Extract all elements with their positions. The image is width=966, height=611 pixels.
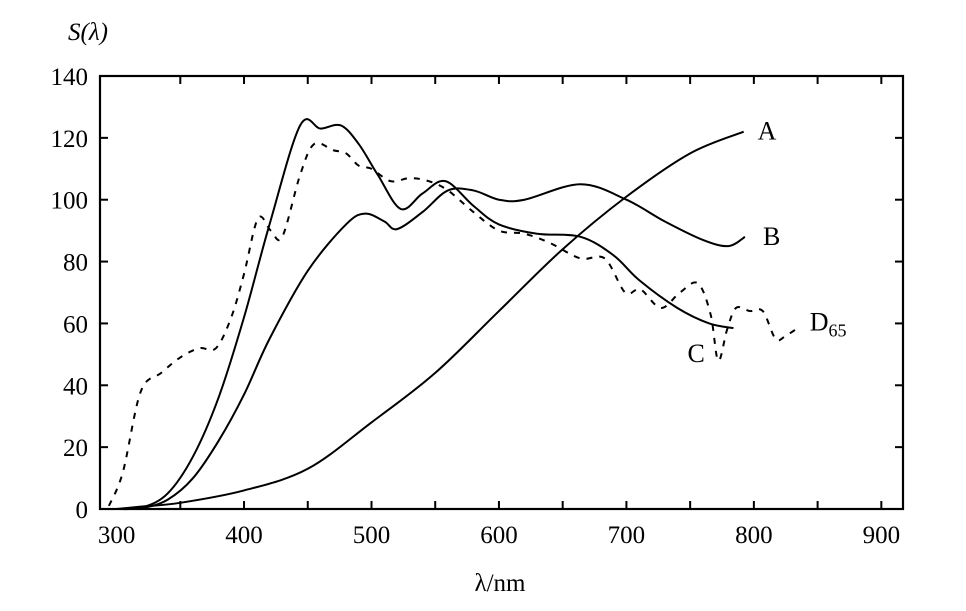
x-tick-label: 900: [863, 522, 901, 549]
y-tick-label: 0: [76, 497, 89, 524]
series-label-subscript: 65: [829, 321, 847, 341]
y-tick-label: 80: [63, 250, 88, 277]
series-label-main: A: [758, 117, 777, 146]
x-tick-label: 600: [480, 522, 518, 549]
y-tick-label: 60: [63, 311, 88, 338]
series-label: B: [763, 222, 780, 251]
series-label-main: C: [687, 339, 704, 368]
x-tick-label: 300: [98, 522, 136, 549]
x-tick-label: 700: [608, 522, 646, 549]
series-label: A: [758, 117, 777, 146]
plot-frame: [98, 74, 905, 511]
y-tick-label: 140: [51, 64, 89, 91]
series-d65-line: [107, 142, 801, 507]
y-tick-label: 120: [51, 126, 89, 153]
series-c-line: [116, 118, 734, 511]
y-axis-title: S(λ): [68, 19, 108, 46]
y-tick-label: 20: [63, 435, 88, 462]
series-label: D65: [810, 308, 847, 341]
y-tick-label: 100: [51, 188, 89, 215]
axis-ticks: 0 20 40 60 80 100 120 140 300 400 500 600 700 800 900: [51, 64, 903, 549]
y-tick-label: 40: [63, 373, 88, 400]
series-label-main: D: [810, 308, 829, 337]
series-b-line: [116, 183, 746, 511]
series-label-main: B: [763, 222, 780, 251]
x-tick-label: 500: [353, 522, 391, 549]
x-axis-title: λ/nm: [474, 570, 526, 597]
x-tick-label: 800: [735, 522, 773, 549]
series-a-line: [116, 130, 745, 510]
series-label: C: [687, 339, 704, 368]
x-tick-label: 400: [225, 522, 263, 549]
series-group: A B C D65: [107, 117, 847, 511]
